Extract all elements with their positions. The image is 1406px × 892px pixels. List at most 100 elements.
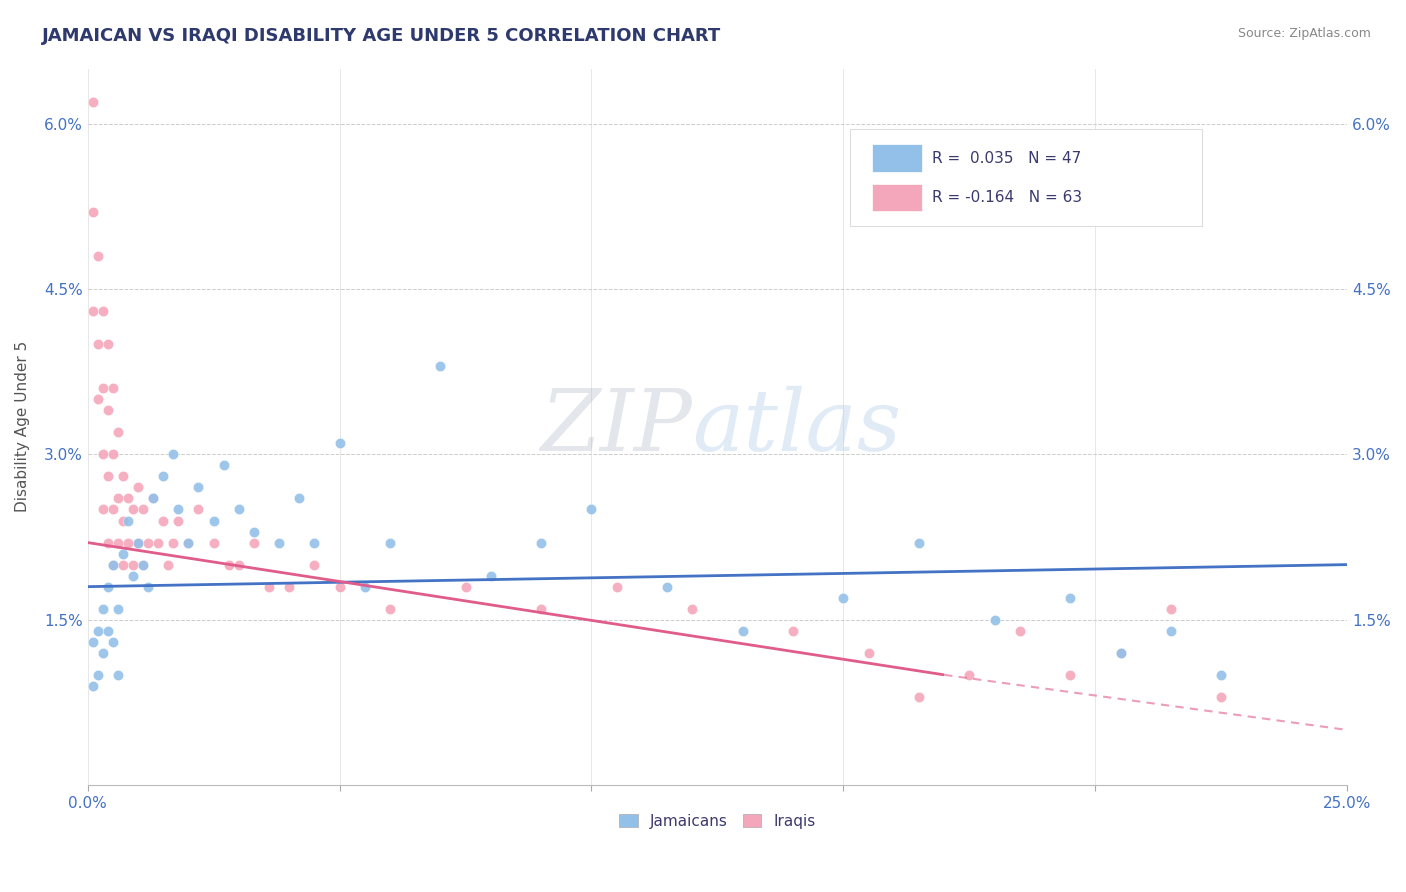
Point <box>111 469 134 483</box>
Point <box>122 502 145 516</box>
Point <box>127 480 149 494</box>
Text: atlas: atlas <box>692 385 901 468</box>
Point <box>288 491 311 506</box>
Point <box>107 668 129 682</box>
Point <box>454 580 477 594</box>
Point <box>101 502 124 516</box>
Point <box>142 491 165 506</box>
Point <box>1008 624 1031 638</box>
Point <box>82 634 104 648</box>
Point <box>329 436 352 450</box>
Point <box>228 558 250 572</box>
Point <box>1160 624 1182 638</box>
Text: JAMAICAN VS IRAQI DISABILITY AGE UNDER 5 CORRELATION CHART: JAMAICAN VS IRAQI DISABILITY AGE UNDER 5… <box>42 27 721 45</box>
Point <box>731 624 754 638</box>
Point <box>86 249 108 263</box>
Point <box>91 381 114 395</box>
Point <box>908 535 931 549</box>
Point <box>1211 668 1233 682</box>
Point <box>162 447 184 461</box>
Point <box>91 601 114 615</box>
Point <box>132 558 155 572</box>
Point <box>228 502 250 516</box>
Point <box>218 558 240 572</box>
Point <box>243 535 266 549</box>
Point <box>202 535 225 549</box>
Point <box>82 204 104 219</box>
Y-axis label: Disability Age Under 5: Disability Age Under 5 <box>15 341 30 512</box>
Point <box>278 580 301 594</box>
Point <box>107 535 129 549</box>
Point <box>122 568 145 582</box>
Point <box>1109 646 1132 660</box>
Point <box>1059 591 1081 605</box>
Point <box>86 392 108 407</box>
Point <box>101 634 124 648</box>
Point <box>122 558 145 572</box>
Point <box>101 447 124 461</box>
Point <box>304 535 326 549</box>
FancyBboxPatch shape <box>849 129 1202 227</box>
Point <box>378 601 401 615</box>
Point <box>127 535 149 549</box>
Point <box>177 535 200 549</box>
Point <box>304 558 326 572</box>
Point <box>91 447 114 461</box>
Point <box>167 502 190 516</box>
Point <box>101 381 124 395</box>
FancyBboxPatch shape <box>872 145 921 172</box>
Point <box>1109 646 1132 660</box>
Point <box>267 535 290 549</box>
Point <box>1059 668 1081 682</box>
Point <box>908 690 931 704</box>
Point <box>82 304 104 318</box>
Point <box>97 337 120 351</box>
Point <box>1160 601 1182 615</box>
Text: Source: ZipAtlas.com: Source: ZipAtlas.com <box>1237 27 1371 40</box>
Point <box>132 558 155 572</box>
Point <box>858 646 880 660</box>
Point <box>957 668 980 682</box>
Point <box>107 601 129 615</box>
Point <box>202 514 225 528</box>
Point <box>107 491 129 506</box>
Legend: Jamaicans, Iraqis: Jamaicans, Iraqis <box>613 807 823 835</box>
Point <box>97 403 120 417</box>
Point <box>530 601 553 615</box>
Point <box>429 359 451 374</box>
Point <box>479 568 502 582</box>
Text: R = -0.164   N = 63: R = -0.164 N = 63 <box>932 190 1081 205</box>
Point <box>82 95 104 109</box>
Point <box>117 514 139 528</box>
Point <box>127 535 149 549</box>
Point <box>97 624 120 638</box>
Point <box>530 535 553 549</box>
Point <box>162 535 184 549</box>
Point <box>132 502 155 516</box>
Point <box>157 558 180 572</box>
Point <box>329 580 352 594</box>
Point <box>187 480 209 494</box>
Point <box>257 580 280 594</box>
Point <box>111 558 134 572</box>
Point <box>117 535 139 549</box>
Point <box>136 535 159 549</box>
Point <box>353 580 375 594</box>
Point <box>86 668 108 682</box>
FancyBboxPatch shape <box>872 184 921 211</box>
Point <box>91 304 114 318</box>
Point <box>111 547 134 561</box>
Point <box>91 646 114 660</box>
Point <box>1211 690 1233 704</box>
Point <box>97 580 120 594</box>
Point <box>117 491 139 506</box>
Point <box>983 613 1005 627</box>
Point <box>86 337 108 351</box>
Point <box>91 502 114 516</box>
Point <box>111 514 134 528</box>
Point <box>681 601 703 615</box>
Point <box>142 491 165 506</box>
Point <box>97 535 120 549</box>
Point <box>82 679 104 693</box>
Text: ZIP: ZIP <box>540 385 692 468</box>
